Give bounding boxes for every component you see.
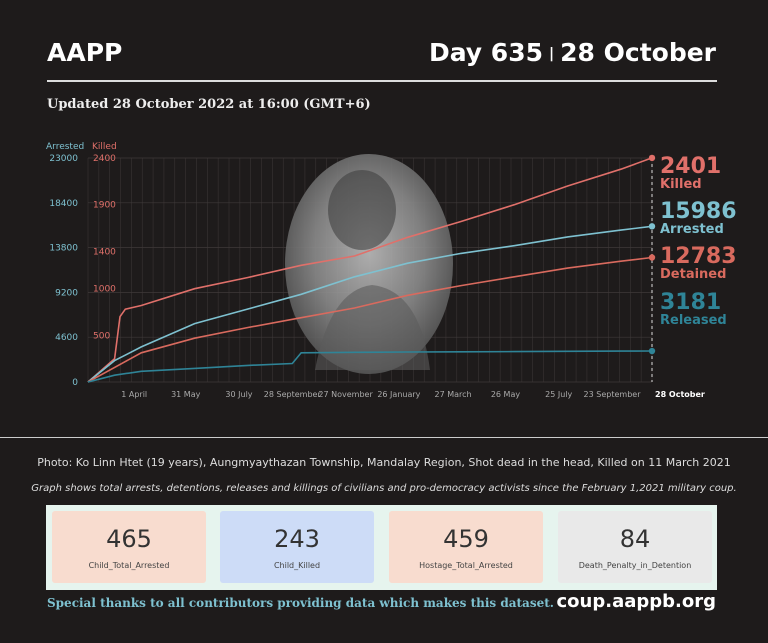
- x-tick-label: 25 July: [545, 390, 572, 399]
- x-tick-label: 28 October: [655, 390, 705, 399]
- right-tick-label: 1900: [93, 201, 116, 211]
- stat-value: 243: [274, 525, 320, 553]
- left-tick-label: 0: [72, 378, 78, 388]
- x-tick-label: 26 May: [491, 390, 521, 399]
- stat-value: 459: [443, 525, 489, 553]
- x-tick-label: 30 July: [225, 390, 252, 399]
- day-date-title: Day 635 | 28 October: [429, 38, 716, 67]
- right-tick-label: 1400: [93, 247, 116, 257]
- stat-label: Hostage_Total_Arrested: [419, 561, 513, 570]
- left-tick-label: 4600: [55, 333, 78, 343]
- website-link[interactable]: coup.aappb.org: [556, 591, 717, 612]
- stat-label: Death_Penalty_in_Detention: [578, 561, 692, 570]
- line-chart: 0 4600 9200 13800 18400 23000 500 1000 1400 1900 2…: [49, 154, 705, 399]
- right-tick-label: 1000: [93, 285, 116, 295]
- left-tick-label: 23000: [49, 154, 78, 164]
- series-line-detained: [87, 256, 653, 383]
- stats-panel: 465 Child_Total_Arrested 243 Child_Kille…: [46, 505, 717, 590]
- photo-caption: Photo: Ko Linn Htet (19 years), Aungmyay…: [37, 456, 731, 469]
- stat-card-child-arrested: 465 Child_Total_Arrested: [52, 511, 206, 583]
- stat-card-hostage-arrested: 459 Hostage_Total_Arrested: [389, 511, 543, 583]
- right-tick-label: 500: [93, 331, 110, 341]
- end-value-detained: 12783: [660, 244, 737, 269]
- series-endpoint-detained: [648, 254, 656, 261]
- series-endpoint-arrested: [648, 223, 656, 230]
- stat-card-child-killed: 243 Child_Killed: [220, 511, 374, 583]
- end-label-detained: Detained: [660, 267, 727, 282]
- x-tick-label: 27 March: [434, 390, 471, 399]
- left-tick-label: 9200: [55, 288, 78, 298]
- x-tick-label: 26 January: [377, 390, 420, 399]
- x-tick-label: 28 September: [264, 390, 322, 399]
- portrait-photo: [285, 154, 453, 374]
- section-divider: [0, 437, 768, 438]
- end-label-released: Released: [660, 313, 727, 328]
- x-tick-label: 31 May: [171, 390, 201, 399]
- end-value-released: 3181: [660, 290, 722, 315]
- end-label-killed: Killed: [660, 177, 702, 192]
- x-tick-label: 23 September: [584, 390, 642, 399]
- right-axis-title: Killed: [92, 142, 117, 152]
- series-endpoint-released: [648, 347, 656, 355]
- series-line-arrested: [87, 225, 653, 383]
- org-title: AAPP: [47, 38, 123, 67]
- day-counter: Day 635: [428, 38, 543, 67]
- end-value-arrested: 15986: [660, 199, 737, 224]
- thanks-note: Special thanks to all contributors provi…: [47, 596, 554, 610]
- series-line-released: [87, 350, 653, 383]
- left-tick-label: 13800: [49, 244, 78, 254]
- series-endpoint-killed: [648, 154, 656, 162]
- x-tick-label: 27 November: [318, 390, 373, 399]
- stat-label: Child_Total_Arrested: [88, 561, 170, 570]
- graph-note: Graph shows total arrests, detentions, r…: [31, 483, 737, 494]
- stat-label: Child_Killed: [273, 561, 321, 570]
- end-label-arrested: Arrested: [660, 222, 724, 237]
- title-separator: |: [549, 46, 555, 62]
- series-line-killed: [87, 157, 653, 383]
- stat-card-death-penalty: 84 Death_Penalty_in_Detention: [558, 511, 712, 583]
- updated-timestamp: Updated 28 October 2022 at 16:00 (GMT+6): [47, 97, 371, 112]
- left-axis-title: Arrested: [46, 142, 85, 152]
- right-tick-label: 2400: [93, 154, 116, 164]
- date-label: 28 October: [560, 38, 716, 67]
- stat-value: 84: [619, 525, 651, 553]
- end-value-killed: 2401: [660, 154, 722, 179]
- x-tick-label: 1 April: [121, 390, 147, 399]
- header-rule: [47, 80, 717, 82]
- stat-value: 465: [106, 525, 152, 553]
- left-tick-label: 18400: [49, 199, 78, 209]
